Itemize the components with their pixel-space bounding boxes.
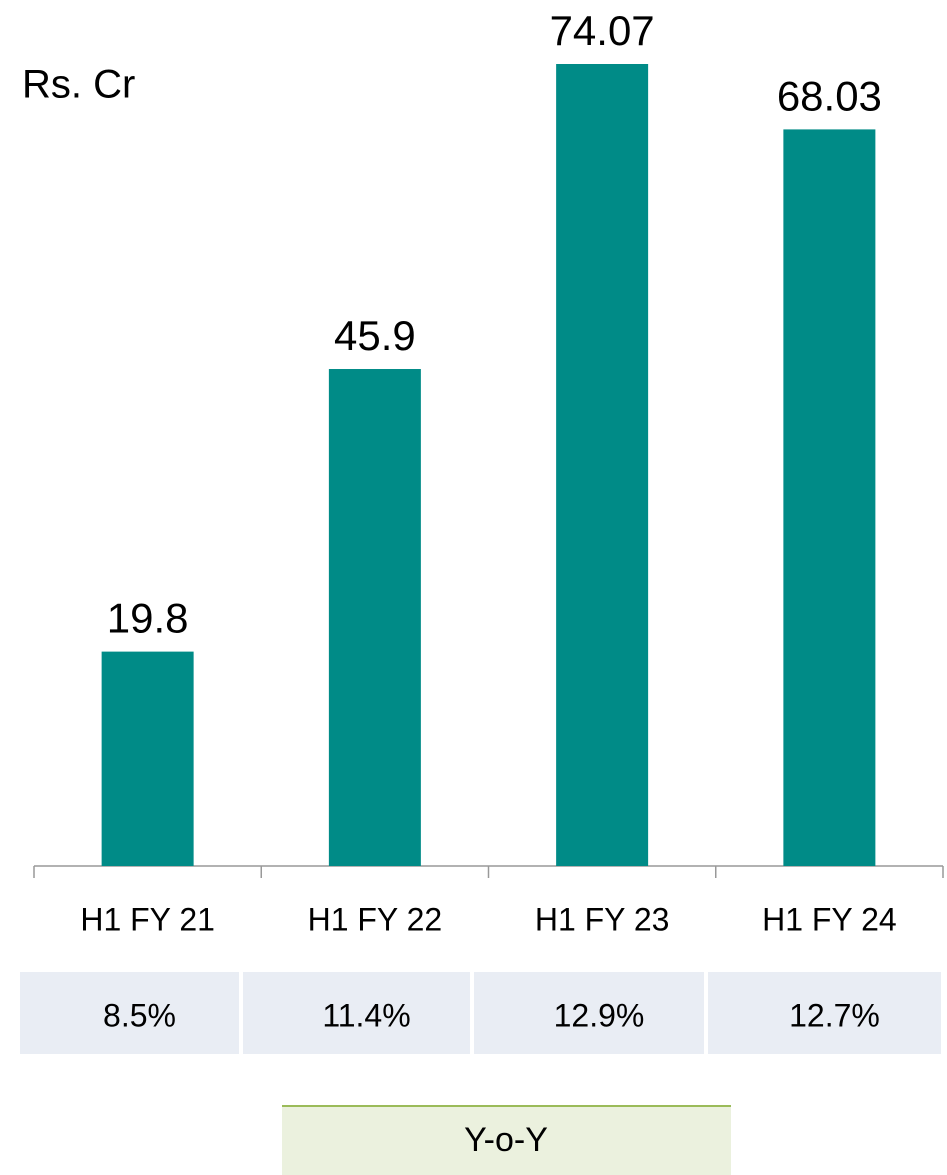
table-cell-text: 8.5% [103,997,176,1033]
table-cell [708,972,941,1054]
data-label: 45.9 [334,312,416,359]
table-cell [243,972,470,1054]
table-cell-text: 12.7% [789,997,880,1033]
legend-label: Y-o-Y [464,1121,548,1159]
data-label: 68.03 [777,72,882,119]
x-tick-label: H1 FY 24 [762,901,897,937]
table-cell [20,972,239,1054]
data-label: 74.07 [550,7,655,54]
table-cell-text: 12.9% [554,997,645,1033]
bar [328,369,421,866]
bar [101,651,194,866]
x-tick-label: H1 FY 23 [535,901,670,937]
data-label: 19.8 [107,595,189,642]
bar [556,64,649,866]
table-cell-text: 11.4% [322,997,410,1033]
x-tick-label: H1 FY 22 [308,901,443,937]
table-cell [474,972,704,1054]
x-tick-label: H1 FY 21 [80,901,215,937]
legend-box [282,1105,731,1175]
unit-label: Rs. Cr [22,63,135,107]
bar [783,129,876,866]
